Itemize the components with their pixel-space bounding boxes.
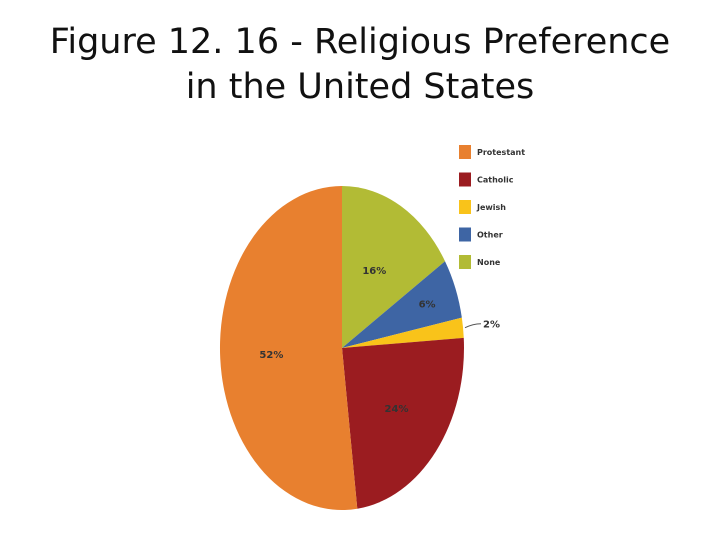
- title-line-1: Figure 12. 16 - Religious Preference: [49, 22, 671, 62]
- pie-slice-none: [342, 186, 446, 348]
- pie-slice-labels: 16% 6% 2% 24% 52%: [259, 266, 500, 415]
- legend-label-other: Other: [477, 231, 503, 240]
- page-title: Figure 12. 16 - Religious Preference in …: [0, 20, 720, 110]
- legend-swatch-other: [459, 227, 471, 242]
- title-line-2: in the United States: [185, 67, 535, 107]
- legend-label-catholic: Catholic: [477, 176, 514, 185]
- pie-legend: Protestant Catholic Jewish Other None: [459, 145, 525, 269]
- slice-leader-jewish: [464, 323, 482, 329]
- legend-swatch-none: [459, 255, 471, 269]
- pie-slice-protestant: [219, 185, 358, 510]
- pie-slice-jewish: [342, 317, 464, 348]
- slice-label-jewish: 2%: [483, 320, 500, 331]
- slice-label-none: 16%: [362, 266, 386, 277]
- legend-swatch-protestant: [459, 145, 471, 159]
- legend-label-none: None: [477, 258, 501, 267]
- slice-label-other: 6%: [419, 299, 436, 310]
- pie-slices: [219, 185, 465, 510]
- pie-slice-other: [342, 261, 462, 348]
- legend-swatch-catholic: [459, 172, 471, 187]
- pie-slice-catholic: [342, 337, 465, 509]
- legend-label-protestant: Protestant: [477, 148, 525, 157]
- legend-label-jewish: Jewish: [476, 203, 506, 212]
- slice-label-protestant: 52%: [259, 350, 283, 361]
- slice-label-catholic: 24%: [385, 404, 409, 415]
- legend-swatch-jewish: [459, 200, 471, 214]
